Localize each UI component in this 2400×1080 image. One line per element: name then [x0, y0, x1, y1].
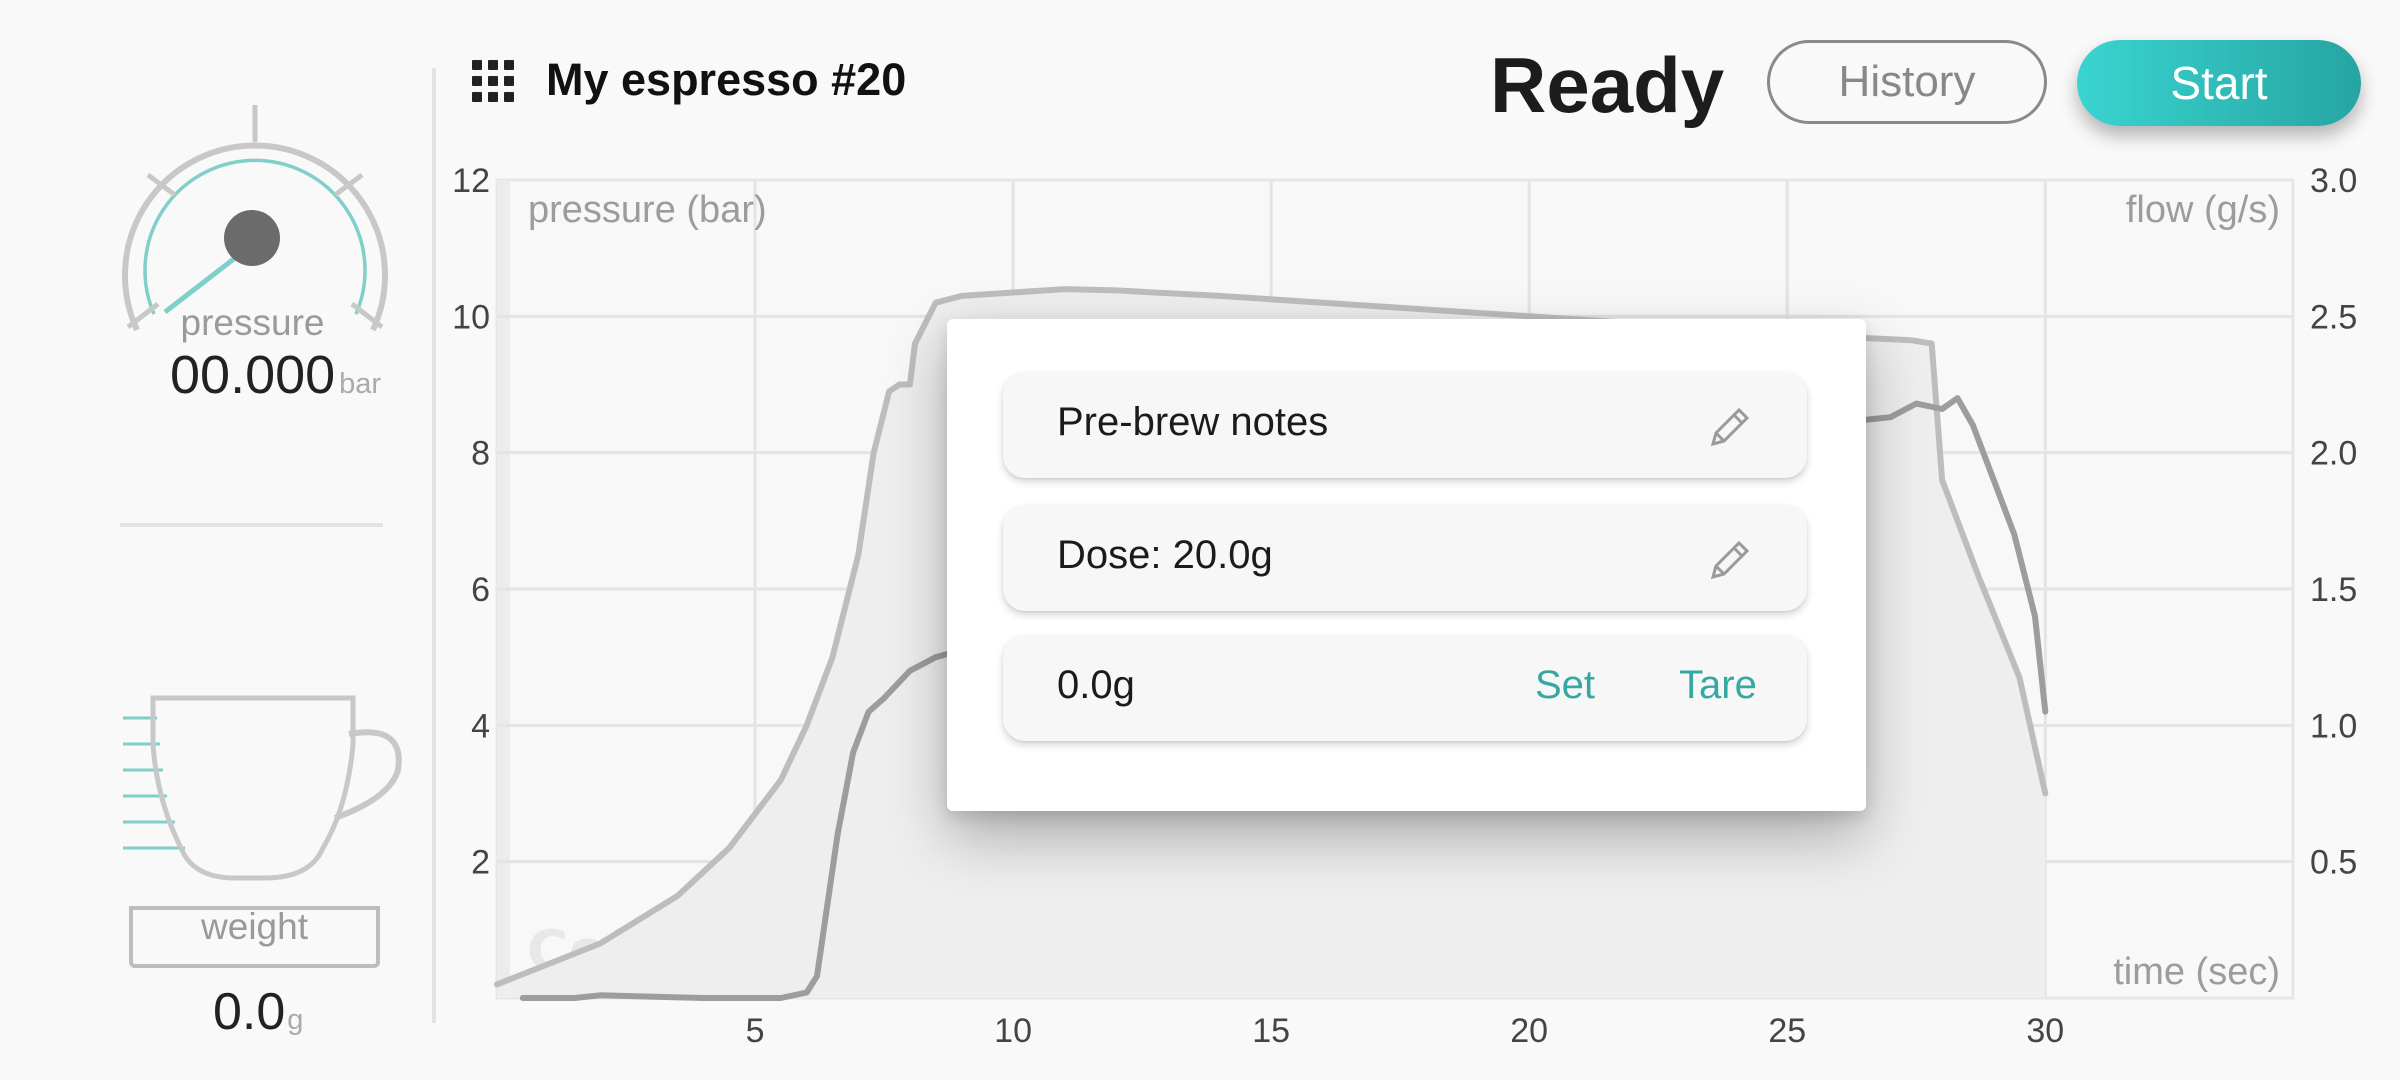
- y-tick-label-left: 6: [471, 571, 490, 609]
- shot-setup-dialog: Pre-brew notes Dose: 20.0g 0.0g Set Tare: [947, 319, 1866, 811]
- x-tick-label: 5: [746, 1012, 765, 1050]
- pressure-unit: bar: [339, 368, 382, 400]
- y-tick-label-left: 12: [452, 162, 490, 200]
- weight-unit: g: [287, 1004, 304, 1036]
- x-axis-label: time (sec): [2113, 951, 2280, 993]
- x-tick-label: 20: [1510, 1012, 1548, 1050]
- x-tick-label: 10: [994, 1012, 1032, 1050]
- weight-label: weight: [201, 906, 308, 947]
- y-tick-label-right: 2.5: [2310, 298, 2357, 336]
- x-tick-label: 25: [1768, 1012, 1806, 1050]
- y-tick-label-right: 2.0: [2310, 435, 2357, 473]
- apps-grid-icon[interactable]: [472, 60, 514, 102]
- y-tick-label-left: 4: [471, 707, 490, 745]
- tare-button[interactable]: Tare: [1679, 663, 1757, 707]
- y-tick-label-left: 2: [471, 844, 490, 882]
- pencil-icon[interactable]: [1705, 535, 1755, 585]
- y-axis-left-label: pressure (bar): [528, 189, 767, 231]
- scale-value: 0.0g: [1057, 663, 1135, 707]
- weight-readout: 0.0g: [213, 982, 303, 1042]
- dose-row[interactable]: Dose: 20.0g: [1003, 505, 1807, 611]
- y-tick-label-right: 1.0: [2310, 707, 2357, 745]
- start-button[interactable]: Start: [2077, 40, 2361, 126]
- pressure-readout: 00.000 bar: [170, 344, 381, 406]
- set-button[interactable]: Set: [1535, 663, 1596, 707]
- x-tick-label: 15: [1252, 1012, 1290, 1050]
- weight-label-box: [129, 906, 380, 968]
- scale-row: 0.0g Set Tare: [1003, 635, 1807, 741]
- pressure-value: 00.000: [170, 345, 336, 405]
- y-tick-label-left: 8: [471, 435, 490, 473]
- flow-curve: [519, 395, 2049, 1001]
- pressure-label: pressure: [180, 302, 325, 343]
- pencil-icon[interactable]: [1705, 402, 1755, 452]
- shot-title[interactable]: My espresso #20: [546, 54, 907, 105]
- pressure-curve: [494, 286, 2049, 988]
- y-tick-label-right: 0.5: [2310, 844, 2357, 882]
- dose-label: Dose: 20.0g: [1057, 533, 1273, 577]
- y-tick-label-right: 3.0: [2310, 162, 2357, 200]
- left-panel-divider: [120, 523, 383, 527]
- cup-icon: [123, 695, 402, 881]
- x-tick-label: 30: [2026, 1012, 2064, 1050]
- status-label: Ready: [1490, 41, 1725, 129]
- weight-value: 0.0: [213, 983, 286, 1041]
- prebrew-notes-row[interactable]: Pre-brew notes: [1003, 372, 1807, 478]
- y-tick-label-right: 1.5: [2310, 571, 2357, 609]
- pressure-gauge-icon: [122, 105, 388, 332]
- y-axis-right-label: flow (g/s): [2126, 189, 2280, 231]
- main-divider: [432, 68, 436, 1023]
- history-button[interactable]: History: [1767, 40, 2047, 124]
- y-tick-label-left: 10: [452, 298, 490, 336]
- prebrew-notes-label: Pre-brew notes: [1057, 400, 1329, 444]
